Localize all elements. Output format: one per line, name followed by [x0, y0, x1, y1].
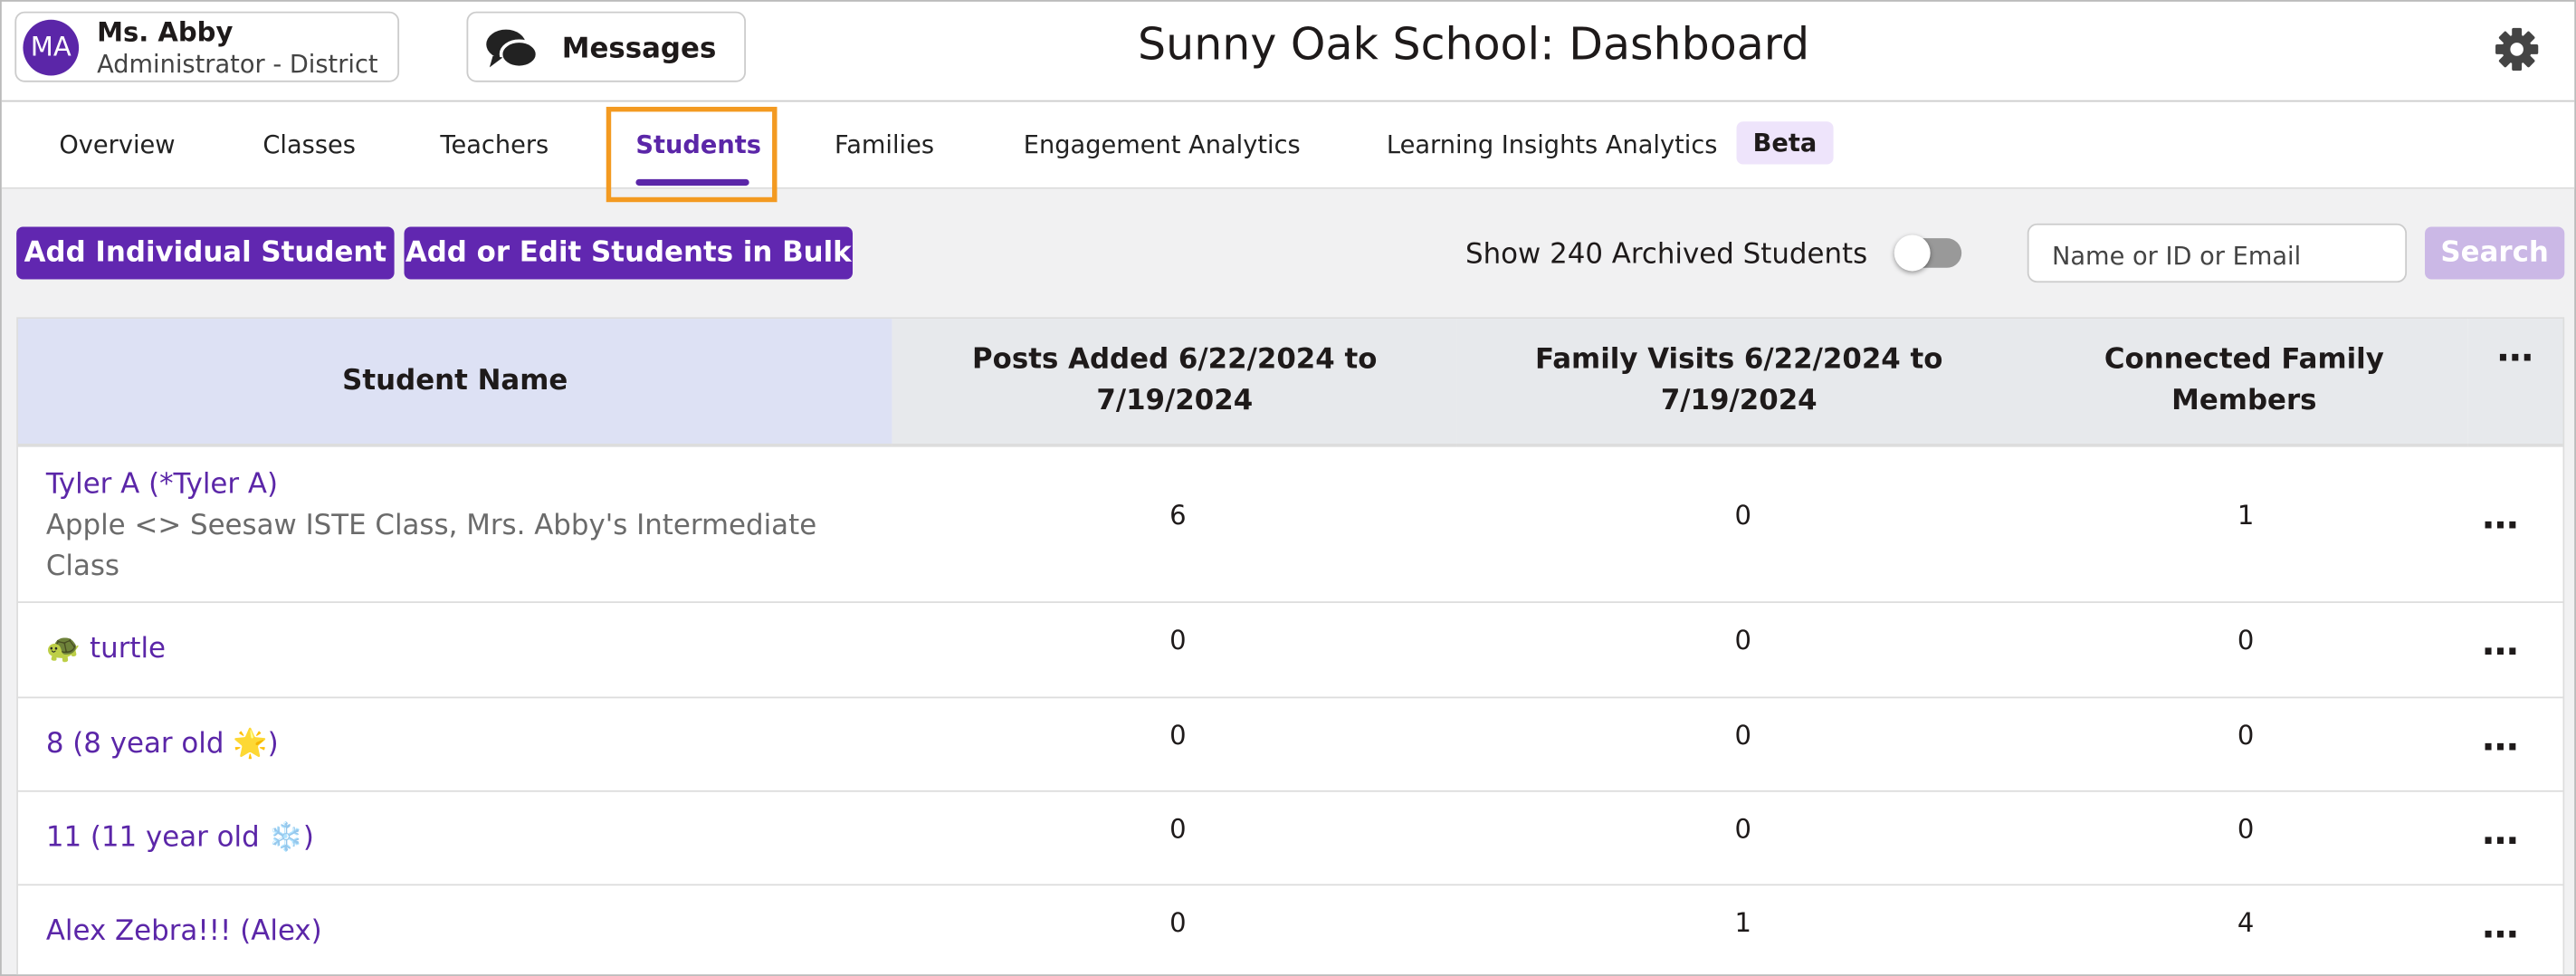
- row-more[interactable]: ⋯: [2482, 727, 2519, 770]
- student-name[interactable]: Tyler A (*Tyler A): [45, 468, 279, 502]
- page-title: Sunny Oak School: Dashboard: [1138, 19, 1810, 72]
- search-input[interactable]: Name or ID or Email: [2027, 223, 2408, 283]
- cell-value: 0: [1169, 906, 1187, 939]
- column-title: Family Visits 6/22/2024 to 7/19/2024: [1534, 343, 1943, 417]
- settings-icon[interactable]: [2494, 26, 2540, 72]
- row-more[interactable]: ⋯: [2482, 632, 2519, 675]
- messages-label: Messages: [561, 33, 717, 66]
- cell-value: 6: [1169, 499, 1187, 531]
- column-title: Posts Added 6/22/2024 to 7/19/2024: [972, 343, 1378, 417]
- student-name[interactable]: Alex Zebra!!! (Alex): [45, 914, 322, 949]
- cell-value: 4: [2237, 906, 2255, 939]
- tab[interactable]: Students: [635, 129, 761, 160]
- cell-value: 1: [1734, 906, 1752, 939]
- cell-value: 0: [1734, 719, 1752, 751]
- students-table: Student Name Posts Added 6/22/2024 to 7/1…: [16, 317, 2565, 975]
- column-header[interactable]: Connected Family Members: [2020, 319, 2468, 447]
- tab[interactable]: Engagement Analytics: [1023, 129, 1301, 160]
- cell-value: 1: [2237, 499, 2255, 531]
- student-name[interactable]: 11 (11 year old ❄️): [45, 821, 314, 855]
- cell-value: 0: [2237, 624, 2255, 656]
- messages-button[interactable]: Messages: [466, 11, 747, 82]
- cell-value: 0: [1734, 624, 1752, 656]
- row-more[interactable]: ⋯: [2482, 505, 2519, 548]
- row-more[interactable]: ⋯: [2482, 914, 2519, 957]
- row-more[interactable]: ⋯: [2482, 821, 2519, 863]
- search-button[interactable]: Search: [2425, 226, 2565, 280]
- cell-value: 0: [1734, 813, 1752, 845]
- beta-badge: Beta: [1736, 121, 1834, 165]
- avatar: MA: [23, 19, 80, 76]
- column-header[interactable]: Student Name: [17, 319, 892, 447]
- cell-value: 0: [1169, 624, 1187, 656]
- messages-icon: [486, 29, 539, 70]
- user-role: Administrator - District: [97, 49, 378, 80]
- bulk-edit-button[interactable]: Add or Edit Students in Bulk: [404, 226, 854, 280]
- cell-value: 0: [1734, 499, 1752, 531]
- student-name[interactable]: 🐢 turtle: [45, 632, 167, 665]
- cell-value: 0: [1169, 813, 1187, 845]
- cell-value: 0: [2237, 719, 2255, 751]
- column-title: Student Name: [342, 363, 568, 397]
- user-name: Ms. Abby: [97, 16, 234, 48]
- tab[interactable]: Overview: [59, 129, 176, 160]
- cell-value: 0: [2237, 813, 2255, 845]
- cell-value: 0: [1169, 719, 1187, 751]
- table-row: 8 (8 year old 🌟) 0 0 0 ⋯: [17, 698, 2563, 792]
- column-title: Connected Family Members: [2104, 343, 2384, 417]
- highlight-box: [606, 106, 778, 203]
- tab-underline: [635, 178, 749, 187]
- table-row: 🐢 turtle 0 0 0 ⋯: [17, 603, 2563, 699]
- tab[interactable]: Classes: [262, 129, 356, 160]
- add-student-button[interactable]: Add Individual Student: [16, 226, 395, 280]
- archived-toggle[interactable]: [1894, 234, 1962, 272]
- column-header[interactable]: Family Visits 6/22/2024 to 7/19/2024: [1456, 319, 2021, 447]
- tab-bar: Overview Classes Teachers Students Families E…: [1, 101, 2575, 189]
- table-row: Tyler A (*Tyler A) Apple <> Seesaw ISTE C…: [17, 447, 2563, 604]
- table-row: Alex Zebra!!! (Alex) 0 1 4 ⋯: [18, 885, 2563, 974]
- header: MA Ms. Abby Administrator - District Mes…: [1, 1, 2575, 102]
- tab[interactable]: Teachers: [440, 129, 549, 160]
- tab[interactable]: Learning Insights Analytics: [1386, 129, 1718, 160]
- archived-label: Show 240 Archived Students: [1465, 238, 1868, 272]
- user-card[interactable]: MA Ms. Abby Administrator - District: [14, 11, 400, 82]
- tab[interactable]: Families: [835, 129, 935, 160]
- student-classes: Apple <> Seesaw ISTE Class, Mrs. Abby's …: [45, 509, 817, 584]
- header-more[interactable]: ⋯: [2467, 319, 2563, 447]
- column-header[interactable]: Posts Added 6/22/2024 to 7/19/2024: [892, 319, 1457, 447]
- student-name[interactable]: 8 (8 year old 🌟): [45, 727, 279, 761]
- table-row: 11 (11 year old ❄️) 0 0 0 ⋯: [17, 792, 2563, 886]
